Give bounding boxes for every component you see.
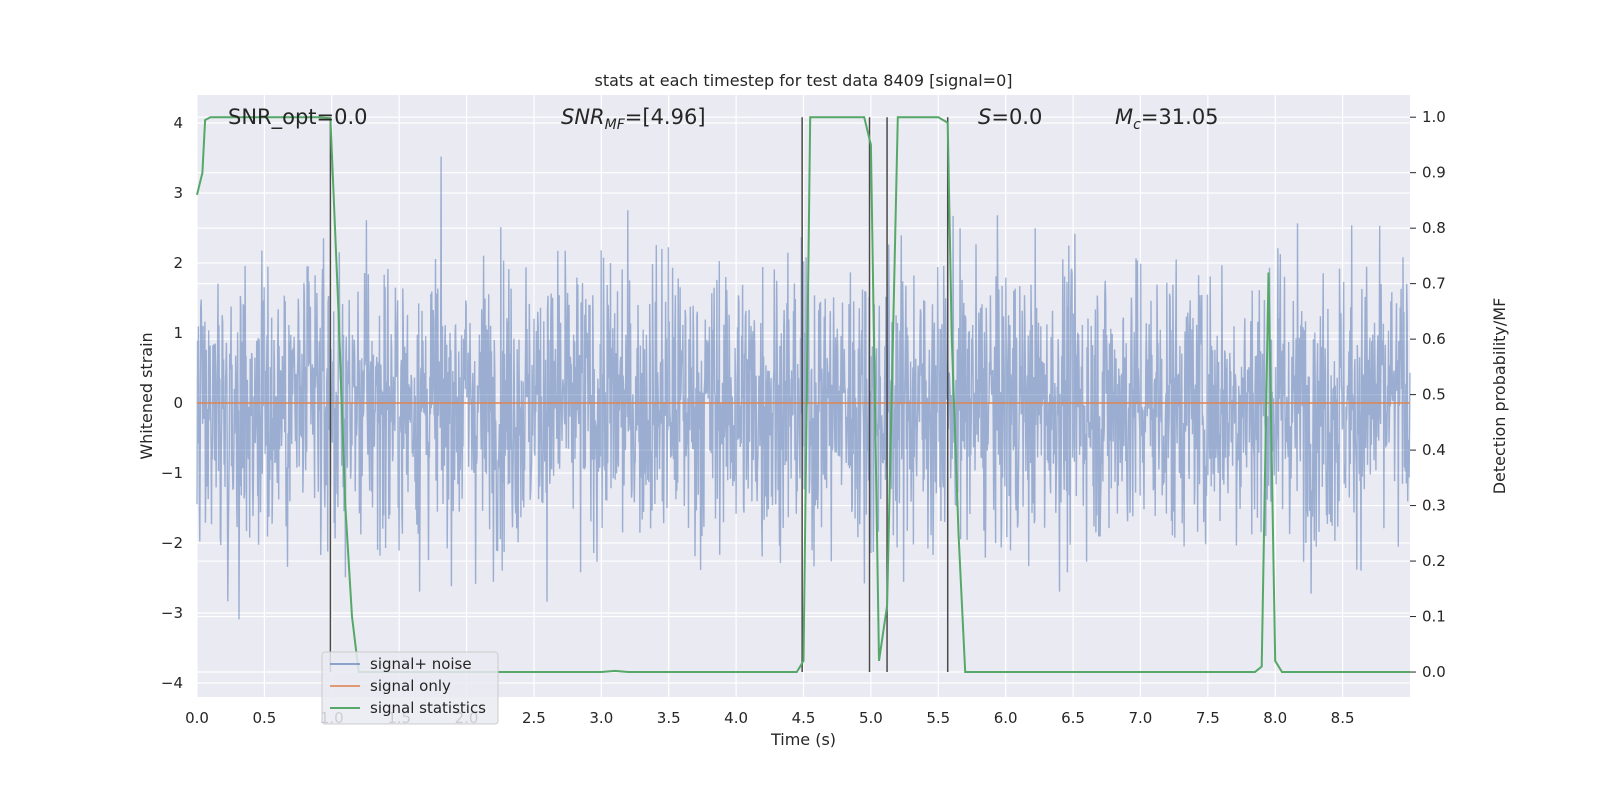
x-tick-label: 5.5 (926, 709, 950, 727)
x-tick-label: 3.0 (589, 709, 613, 727)
annotation-snr-opt: SNR_opt=0.0 (228, 105, 368, 130)
y-axis-label-right: Detection probability/MF (1490, 298, 1509, 495)
y-tick-label-right: 0.1 (1422, 608, 1446, 626)
y-tick-label-left: 2 (173, 254, 183, 272)
x-tick-label: 7.0 (1129, 709, 1153, 727)
signal-noise-line (196, 156, 1411, 620)
x-tick-label: 6.0 (994, 709, 1018, 727)
x-tick-label: 7.5 (1196, 709, 1220, 727)
chart-title: stats at each timestep for test data 840… (594, 71, 1012, 90)
y-tick-label-right: 0.7 (1422, 275, 1446, 293)
legend: signal+ noise signal only signal statist… (321, 651, 499, 725)
x-tick-label: 2.5 (522, 709, 546, 727)
y-tick-label-right: 0.5 (1422, 386, 1446, 404)
y-tick-label-right: 0.9 (1422, 164, 1446, 182)
y-tick-label-right: 0.4 (1422, 441, 1446, 459)
series-signal-statistics (196, 116, 1410, 673)
y-tick-label-left: 3 (173, 184, 183, 202)
y-tick-label-right: 0.3 (1422, 497, 1446, 515)
y-ticks-left: 4 3 2 1 0 −1 −2 −3 −4 (161, 114, 183, 692)
y-axis-label-left: Whitened strain (137, 332, 156, 459)
x-tick-label: 6.5 (1061, 709, 1085, 727)
y-tick-label-left: −3 (161, 604, 183, 622)
legend-label-signal-noise: signal+ noise (370, 655, 472, 673)
x-axis-label: Time (s) (770, 730, 836, 749)
annotation-snr-mf: SNRMF=[4.96] (561, 105, 706, 133)
y-tick-label-left: 1 (173, 324, 183, 342)
signal-statistics-line (196, 116, 1410, 673)
x-tick-label: 5.0 (859, 709, 883, 727)
x-tick-label: 8.5 (1331, 709, 1355, 727)
legend-box (321, 651, 499, 725)
x-tick-label: 8.0 (1263, 709, 1287, 727)
y-ticks-right: 1.0 0.9 0.8 0.7 0.6 0.5 0.4 0.3 0.2 0.1 0.0 (1410, 108, 1446, 681)
y-tick-label-right: 0.0 (1422, 663, 1446, 681)
y-tick-label-left: −2 (161, 534, 183, 552)
y-tick-label-left: −1 (161, 464, 183, 482)
annotation-s: S=0.0 (978, 105, 1042, 129)
x-tick-label: 4.0 (724, 709, 748, 727)
y-tick-label-right: 1.0 (1422, 108, 1446, 126)
y-tick-label-left: −4 (161, 674, 183, 692)
y-tick-label-right: 0.6 (1422, 330, 1446, 348)
annotation-mc: Mc=31.05 (1115, 105, 1219, 133)
legend-label-signal-statistics: signal statistics (370, 699, 486, 717)
legend-label-signal-only: signal only (370, 677, 451, 695)
series-signal-noise (196, 156, 1411, 620)
y-tick-label-right: 0.2 (1422, 552, 1446, 570)
y-tick-label-left: 4 (173, 114, 183, 132)
y-tick-label-left: 0 (173, 394, 183, 412)
y-tick-label-right: 0.8 (1422, 219, 1446, 237)
x-tick-label: 3.5 (657, 709, 681, 727)
x-tick-label: 0.5 (252, 709, 276, 727)
x-tick-label: 0.0 (185, 709, 209, 727)
x-tick-label: 4.5 (792, 709, 816, 727)
